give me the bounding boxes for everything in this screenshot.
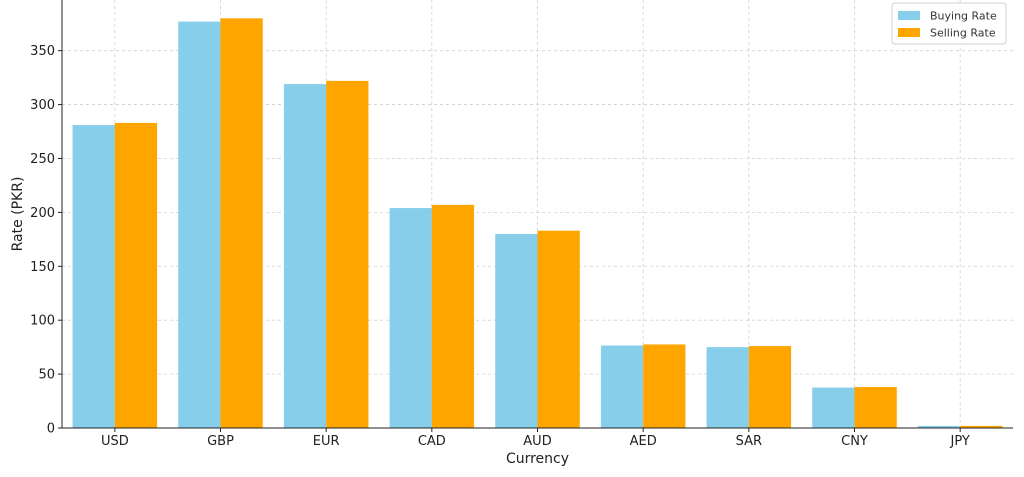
x-axis-ticks: USD GBP EUR CAD AUD AED SAR CNY JPY [101,428,970,449]
legend-swatch [898,11,920,20]
bar-selling-sar [748,346,792,428]
y-tick-label: 50 [38,368,55,383]
bar-buying-eur [283,84,327,428]
y-axis-ticks: 0 50 100 150 200 250 300 350 [30,44,62,437]
legend: Buying Rate Selling Rate [891,2,1007,45]
legend-box [891,2,1007,45]
bar-buying-cad [389,208,432,428]
x-axis-label: Currency [506,451,569,467]
bar-buying-usd [72,125,115,429]
x-tick-label: CAD [418,434,446,449]
bar-buying-aed [600,345,644,428]
bar-selling-cad [431,204,475,428]
x-tick-label: JPY [949,434,969,449]
bar-buying-gbp [178,21,221,429]
x-tick-label: GBP [207,434,234,449]
y-tick-label: 150 [30,260,55,275]
legend-label: Buying Rate [930,10,997,23]
y-tick-label: 350 [30,44,55,59]
bar-selling-usd [114,122,158,428]
bar-selling-aed [643,344,686,428]
bars [72,18,1003,429]
legend-swatch [898,28,920,37]
y-tick-label: 250 [30,152,55,167]
x-tick-label: SAR [736,434,762,449]
bar-buying-aud [495,233,538,428]
y-tick-label: 200 [30,206,55,221]
bar-buying-jpy [917,425,961,428]
bar-buying-sar [706,347,749,428]
y-axis-label: Rate (PKR) [10,177,26,252]
bar-selling-cny [854,387,897,428]
y-tick-label: 100 [30,314,55,329]
legend-label: Selling Rate [930,27,996,40]
bar-selling-jpy [960,425,1003,428]
x-tick-label: EUR [313,434,340,449]
bar-selling-gbp [220,18,263,429]
bar-selling-aud [537,230,580,428]
y-tick-label: 300 [30,98,55,113]
y-tick-label: 0 [47,422,55,437]
x-tick-label: CNY [841,434,868,449]
bar-buying-cny [812,387,855,428]
x-tick-label: AUD [523,434,551,449]
x-tick-label: USD [101,434,129,449]
x-tick-label: AED [630,434,657,449]
bar-selling-eur [326,80,369,429]
